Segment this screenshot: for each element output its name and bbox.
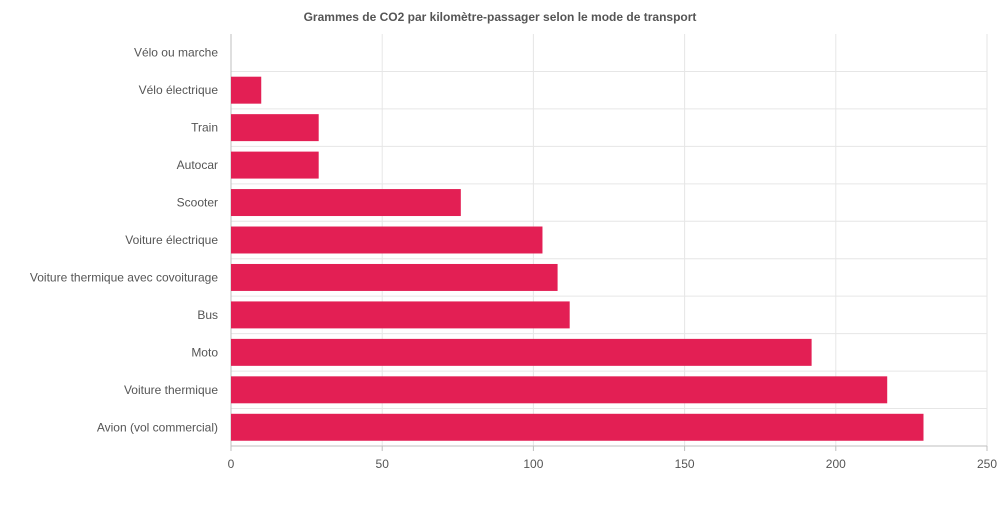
x-tick-label: 0 xyxy=(228,457,235,471)
x-tick-label: 150 xyxy=(675,457,695,471)
bar xyxy=(231,114,319,142)
category-label: Vélo électrique xyxy=(139,83,219,97)
x-tick-label: 250 xyxy=(977,457,997,471)
bar xyxy=(231,226,543,254)
bar xyxy=(231,413,924,441)
category-label: Voiture thermique xyxy=(124,383,218,397)
bar xyxy=(231,376,888,404)
bar xyxy=(231,263,558,291)
category-label: Avion (vol commercial) xyxy=(97,420,218,434)
category-label: Moto xyxy=(191,345,218,359)
bar xyxy=(231,338,812,366)
category-label: Vélo ou marche xyxy=(134,46,218,60)
category-label: Train xyxy=(191,121,218,135)
chart-title: Grammes de CO2 par kilomètre-passager se… xyxy=(303,10,697,24)
x-tick-label: 50 xyxy=(376,457,390,471)
bar xyxy=(231,301,570,329)
category-label: Voiture électrique xyxy=(125,233,218,247)
x-tick-label: 100 xyxy=(523,457,543,471)
category-label: Scooter xyxy=(177,196,218,210)
bar xyxy=(231,151,319,179)
category-label: Bus xyxy=(197,308,218,322)
category-label: Voiture thermique avec covoiturage xyxy=(30,270,218,284)
x-tick-label: 200 xyxy=(826,457,846,471)
bar xyxy=(231,76,262,104)
bar xyxy=(231,189,461,217)
category-label: Autocar xyxy=(177,158,218,172)
